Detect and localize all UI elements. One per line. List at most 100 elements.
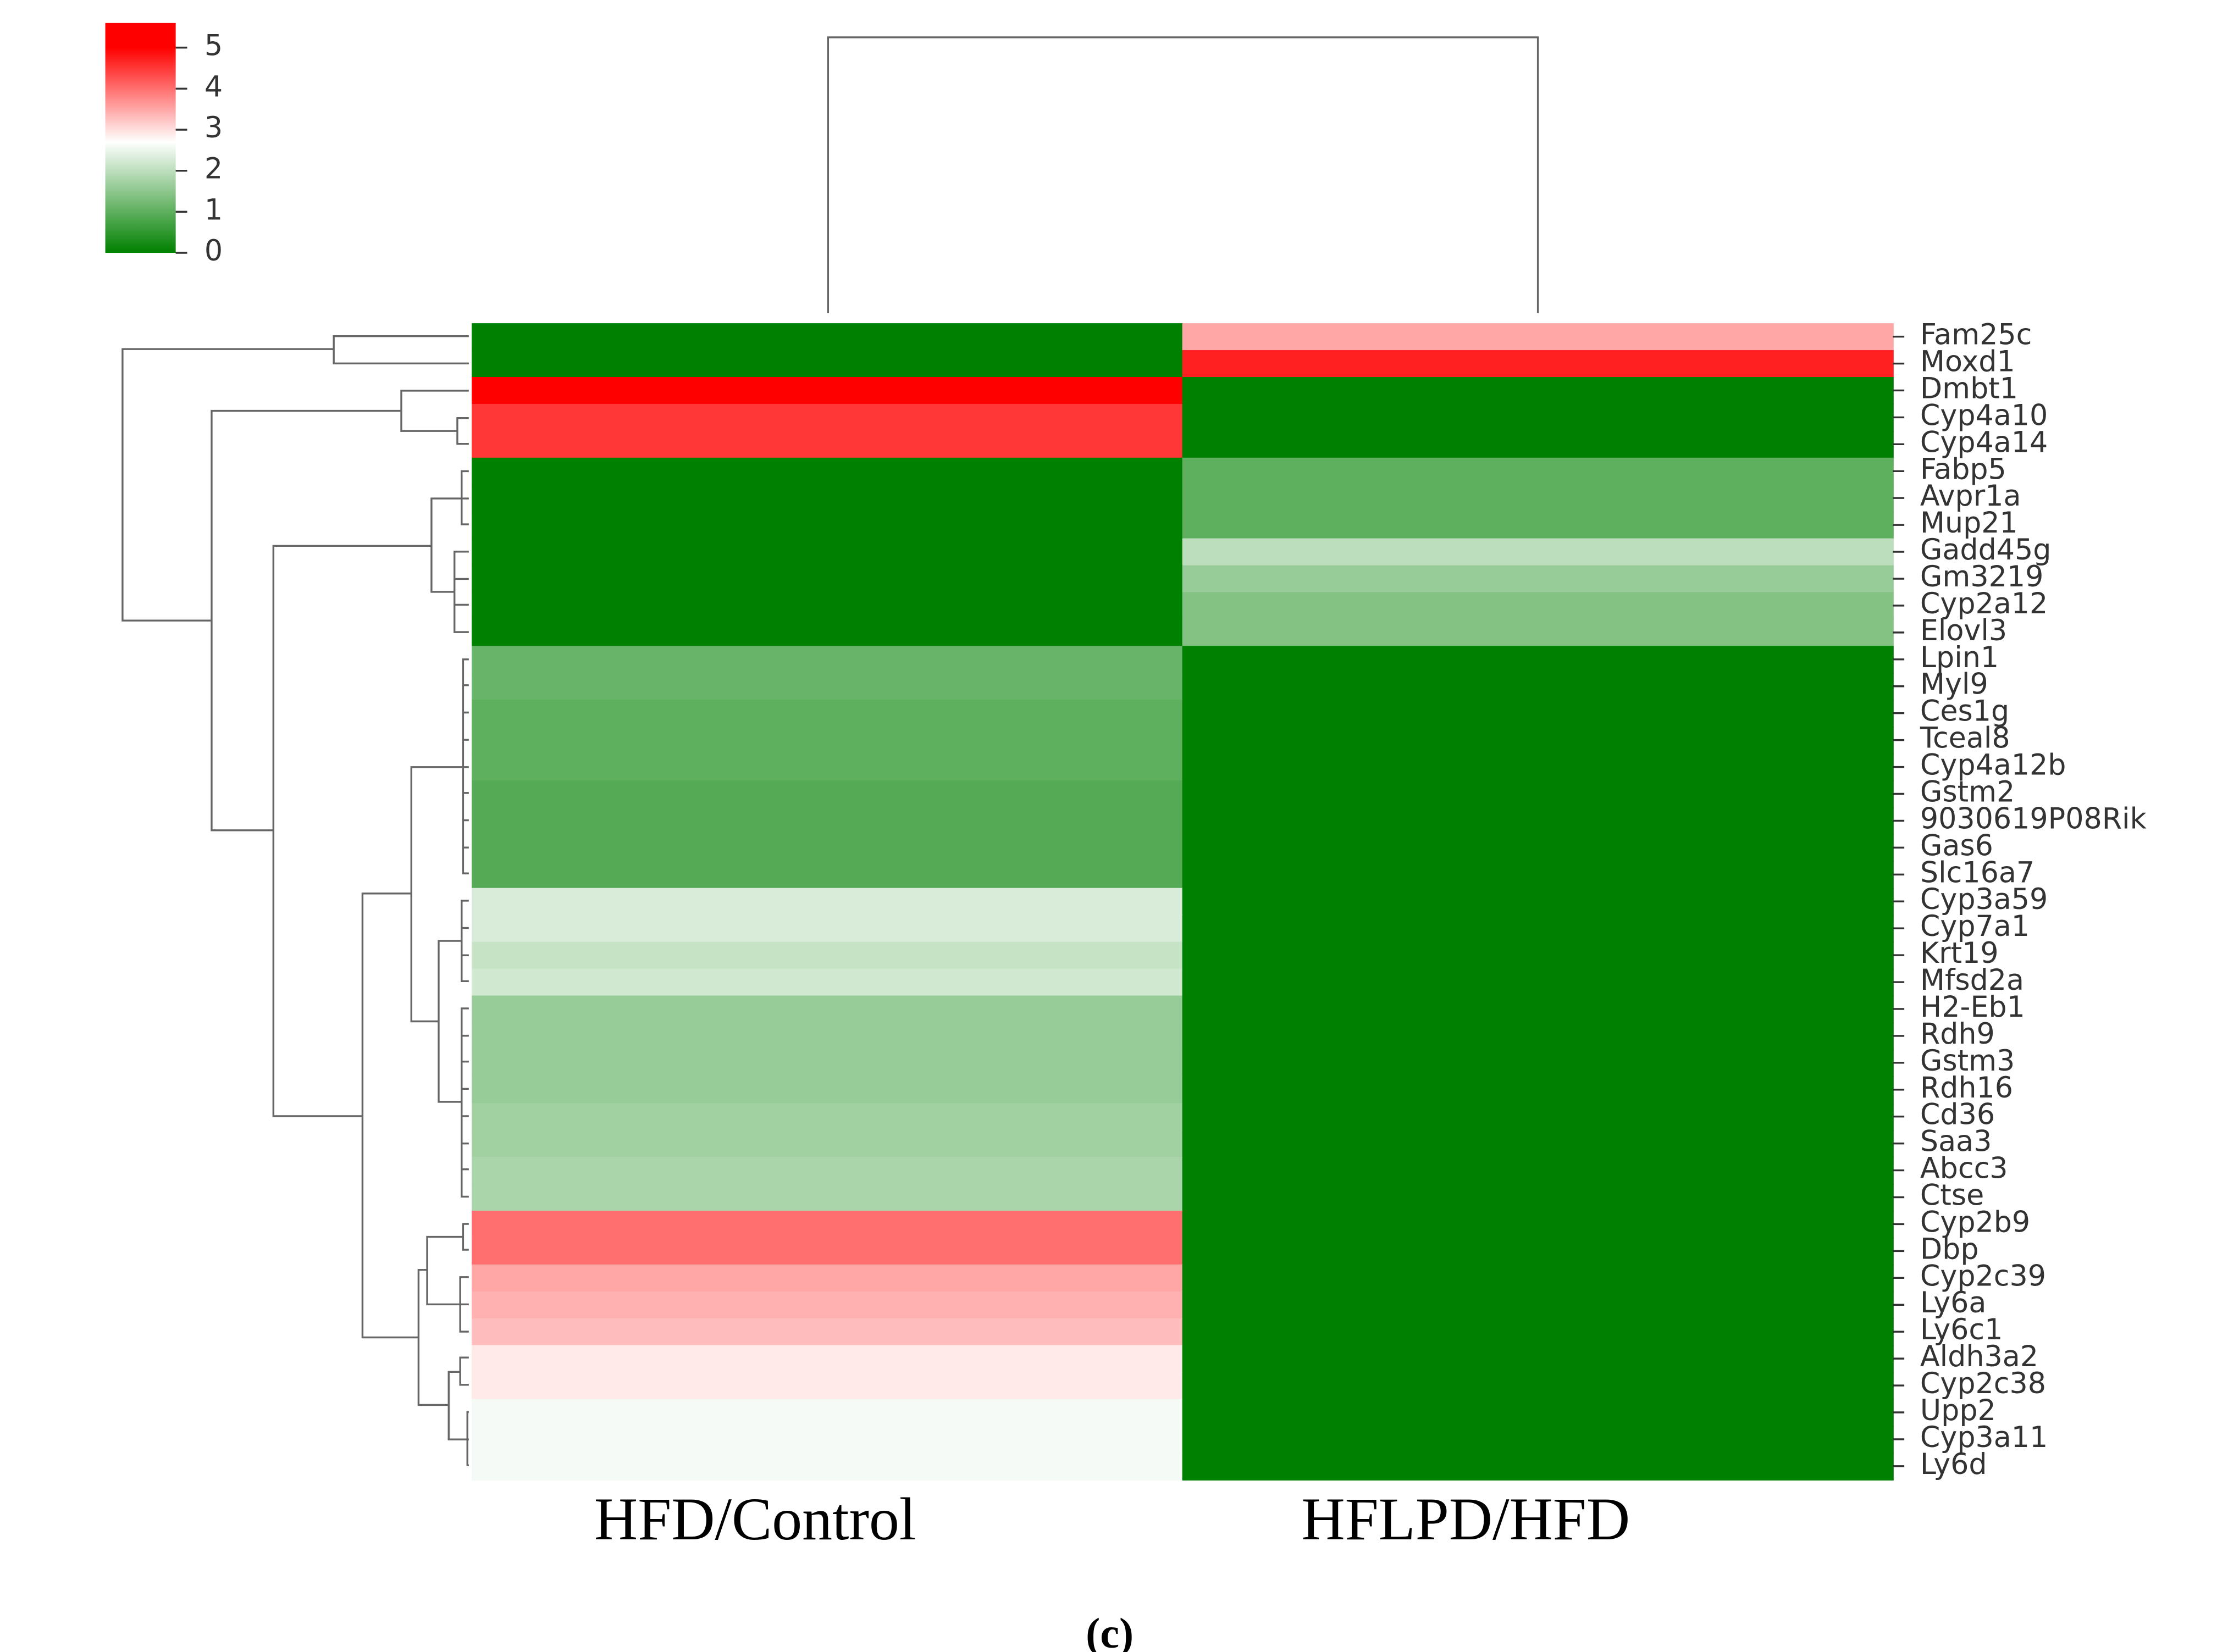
row-label: Gstm3 (1920, 1044, 2015, 1078)
row-label: Myl9 (1920, 668, 1988, 701)
heatmap-cell (1182, 646, 1894, 674)
heatmap-cell (472, 1318, 1184, 1346)
row-label: Slc16a7 (1920, 856, 2034, 889)
row-label: Elovl3 (1920, 614, 2007, 647)
colorbar-tick-label: 0 (204, 234, 223, 268)
heatmap-cell (472, 1049, 1184, 1077)
caption: (c) (1086, 1609, 1134, 1652)
heatmap-cell (1182, 457, 1894, 486)
heatmap-cell (472, 888, 1184, 916)
heatmap-cell (1182, 780, 1894, 808)
row-label: Gas6 (1920, 829, 1993, 862)
heatmap-cell (472, 1184, 1184, 1212)
heatmap-cell (1182, 673, 1894, 701)
row-label: Tceal8 (1920, 722, 2010, 755)
heatmap-cell (472, 995, 1184, 1024)
column-label: HFLPD/HFD (1301, 1485, 1630, 1553)
heatmap-cell (1182, 995, 1894, 1024)
heatmap-cell (472, 377, 1184, 405)
heatmap-cell (1182, 807, 1894, 835)
row-label: Abcc3 (1920, 1152, 2008, 1185)
row-label: Fabp5 (1920, 452, 2006, 486)
heatmap-cell (1182, 1399, 1894, 1427)
row-label: Ctse (1920, 1179, 1984, 1212)
row-label: Aldh3a2 (1920, 1340, 2038, 1373)
row-label: Krt19 (1920, 936, 1999, 970)
heatmap-cell (472, 941, 1184, 970)
heatmap-cell (472, 1157, 1184, 1185)
row-label: Mup21 (1920, 506, 2018, 540)
row-label: H2-Eb1 (1920, 990, 2025, 1024)
row-label: Upp2 (1920, 1394, 1996, 1427)
heatmap-cell (1182, 511, 1894, 540)
row-label: Saa3 (1920, 1125, 1992, 1158)
heatmap-cell (472, 700, 1184, 728)
heatmap-cell (472, 1453, 1184, 1481)
heatmap-cell (1182, 861, 1894, 889)
colorbar-tick-label: 1 (204, 193, 223, 226)
heatmap-cell (1182, 1184, 1894, 1212)
heatmap-cell (472, 511, 1184, 540)
row-label: 9030619P08Rik (1920, 802, 2147, 835)
heatmap-cell (472, 403, 1184, 432)
row-label: Cyp3a11 (1920, 1421, 2048, 1454)
heatmap-cell (472, 834, 1184, 862)
row-label: Lpin1 (1920, 641, 1999, 674)
heatmap-cell (472, 1264, 1184, 1293)
column-label: HFD/Control (594, 1485, 916, 1553)
row-label: Cyp2a12 (1920, 587, 2048, 620)
heatmap-cell (1182, 888, 1894, 916)
colorbar-tick-label: 4 (204, 70, 223, 103)
row-label: Cyp7a1 (1920, 910, 2030, 943)
heatmap-cell (1182, 1049, 1894, 1077)
row-label: Gadd45g (1920, 533, 2052, 567)
heatmap-cell (472, 1022, 1184, 1050)
row-label: Cyp2b9 (1920, 1205, 2030, 1239)
row-label: Cyp4a14 (1920, 425, 2048, 459)
heatmap-cell (472, 1399, 1184, 1427)
heatmap-cell (472, 646, 1184, 674)
heatmap-cell (1182, 1103, 1894, 1131)
row-label: Ces1g (1920, 695, 2009, 728)
heatmap-cell (472, 968, 1184, 997)
heatmap-cell (472, 350, 1184, 378)
heatmap-cell (1182, 1453, 1894, 1481)
heatmap-cell (472, 1130, 1184, 1158)
heatmap-cell (1182, 1318, 1894, 1346)
heatmap-cell (472, 1210, 1184, 1239)
heatmap-cell (472, 484, 1184, 513)
heatmap-cell (472, 619, 1184, 647)
row-label: Mfsd2a (1920, 963, 2024, 997)
heatmap-cell (472, 780, 1184, 808)
row-label: Rdh16 (1920, 1071, 2013, 1105)
row-label: Gstm2 (1920, 775, 2015, 808)
heatmap-cell (1182, 1264, 1894, 1293)
heatmap-cell (472, 1291, 1184, 1320)
row-label: Cd36 (1920, 1098, 1995, 1132)
heatmap-cell (1182, 1291, 1894, 1320)
heatmap-cell (1182, 565, 1894, 594)
heatmap-cell (1182, 619, 1894, 647)
heatmap-cell (1182, 753, 1894, 781)
row-label: Avpr1a (1920, 479, 2021, 513)
heatmap-cell (1182, 538, 1894, 567)
heatmap-cell (472, 673, 1184, 701)
heatmap-cell (472, 565, 1184, 594)
column-dendrogram (827, 36, 1539, 313)
heatmap-cell (1182, 403, 1894, 432)
row-dendrogram (121, 335, 469, 1466)
heatmap-cell (472, 1345, 1184, 1373)
row-label: Moxd1 (1920, 345, 2015, 379)
heatmap-cell (1182, 1076, 1894, 1104)
heatmap-cell (1182, 727, 1894, 755)
heatmap-cell (1182, 941, 1894, 970)
heatmap-cell (1182, 914, 1894, 943)
row-label: Fam25c (1920, 318, 2032, 352)
heatmap-cell (1182, 968, 1894, 997)
row-label: Cyp3a59 (1920, 883, 2048, 916)
heatmap-cell (1182, 323, 1894, 351)
row-label: Cyp2c38 (1920, 1367, 2046, 1400)
heatmap-cell (472, 914, 1184, 943)
row-label: Gm3219 (1920, 560, 2043, 594)
